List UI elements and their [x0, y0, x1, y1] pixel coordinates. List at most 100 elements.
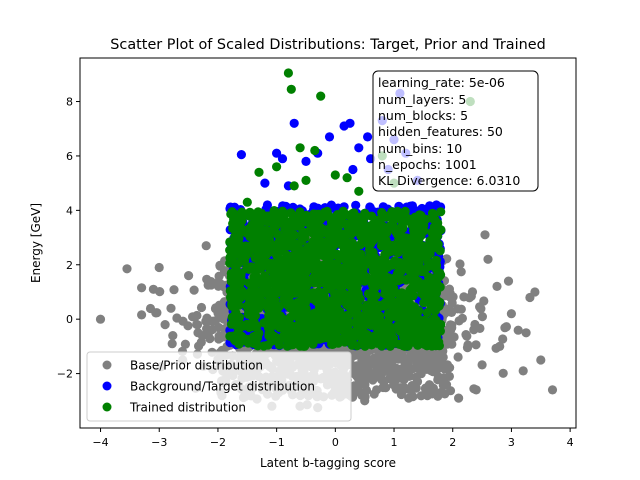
trained-point	[369, 314, 379, 324]
trained-point	[331, 328, 341, 338]
trained-point	[264, 316, 274, 326]
prior-point	[148, 284, 158, 294]
trained-point	[289, 181, 299, 191]
trained-point	[255, 287, 265, 297]
trained-point	[372, 223, 383, 234]
prior-point	[379, 376, 389, 386]
target-point	[345, 118, 355, 128]
trained-point	[389, 283, 399, 293]
target-point	[260, 178, 270, 188]
trained-point	[422, 308, 432, 318]
trained-point	[352, 320, 362, 330]
trained-point	[388, 215, 398, 225]
legend-label-prior: Base/Prior distribution	[130, 359, 263, 373]
trained-point	[408, 290, 418, 300]
legend-marker-prior	[102, 360, 112, 370]
trained-point	[377, 208, 387, 218]
trained-point	[434, 337, 444, 347]
trained-point	[366, 290, 376, 300]
trained-point	[308, 237, 318, 247]
prior-point	[206, 280, 216, 290]
trained-point	[404, 319, 414, 329]
annotation-box: learning_rate: 5e-06 num_layers: 5 num_b…	[372, 70, 539, 192]
trained-point	[307, 214, 317, 224]
trained-point	[357, 272, 367, 282]
trained-point	[254, 167, 264, 177]
trained-point	[326, 284, 336, 294]
trained-point	[333, 316, 343, 326]
trained-point	[300, 311, 310, 322]
annotation-line-num-layers: num_layers: 5	[378, 92, 466, 107]
trained-point	[227, 258, 237, 268]
prior-point	[395, 384, 405, 394]
trained-point	[327, 277, 337, 287]
trained-point	[413, 227, 423, 237]
trained-point	[345, 268, 356, 278]
trained-point	[279, 330, 289, 340]
trained-point	[272, 334, 282, 344]
trained-point	[264, 234, 275, 244]
target-point	[236, 150, 246, 160]
annotation-line-n-epochs: n_epochs: 1001	[378, 157, 477, 172]
prior-point	[218, 314, 229, 324]
trained-point	[390, 256, 400, 266]
y-tick-label: 4	[66, 204, 73, 217]
prior-point	[521, 328, 531, 338]
prior-point	[416, 391, 426, 401]
prior-point	[373, 369, 383, 379]
x-axis-ticks: −4 −3 −2 −1 0 1 2 3 4	[92, 428, 574, 449]
prior-point	[189, 285, 199, 295]
trained-point	[233, 243, 243, 253]
trained-point	[387, 310, 397, 320]
x-axis-label: Latent b-tagging score	[260, 456, 396, 470]
prior-point	[404, 393, 414, 403]
trained-point	[386, 274, 396, 284]
target-point	[425, 201, 435, 211]
trained-point	[425, 280, 435, 290]
trained-point	[254, 303, 264, 313]
trained-point	[316, 91, 326, 101]
trained-point	[397, 221, 407, 231]
prior-point	[503, 276, 514, 286]
trained-point	[361, 303, 371, 313]
prior-point	[444, 291, 454, 302]
prior-point	[215, 305, 225, 315]
trained-point	[251, 271, 261, 281]
prior-point	[530, 287, 540, 297]
annotation-line-learning-rate: learning_rate: 5e-06	[378, 75, 505, 90]
trained-point	[365, 221, 375, 231]
trained-point	[376, 255, 386, 265]
x-tick-label: 0	[332, 436, 339, 449]
trained-point	[230, 231, 240, 242]
trained-point	[285, 321, 295, 331]
trained-point	[298, 264, 308, 275]
annotation-line-num-blocks: num_blocks: 5	[378, 108, 468, 123]
trained-point	[243, 249, 253, 259]
trained-point	[435, 326, 445, 336]
trained-point	[262, 211, 272, 221]
trained-point	[330, 170, 340, 180]
prior-point	[184, 271, 194, 281]
target-point	[351, 200, 361, 210]
trained-point	[225, 245, 235, 255]
trained-point	[312, 258, 322, 268]
trained-point	[235, 214, 245, 224]
x-tick-label: 4	[567, 436, 574, 449]
trained-point	[335, 275, 345, 285]
trained-point	[352, 253, 362, 263]
prior-point	[453, 352, 463, 362]
prior-point	[385, 356, 395, 366]
y-axis-label: Energy [GeV]	[29, 203, 43, 283]
trained-point	[226, 209, 236, 219]
trained-point	[272, 162, 282, 172]
target-point	[289, 118, 299, 128]
trained-point	[417, 288, 427, 299]
trained-point	[266, 287, 277, 297]
legend-label-target: Background/Target distribution	[130, 380, 315, 394]
trained-point	[395, 261, 405, 272]
trained-point	[230, 274, 240, 284]
trained-point	[289, 281, 299, 292]
trained-point	[317, 277, 327, 288]
prior-point	[427, 348, 437, 358]
x-tick-label: 1	[391, 436, 398, 449]
